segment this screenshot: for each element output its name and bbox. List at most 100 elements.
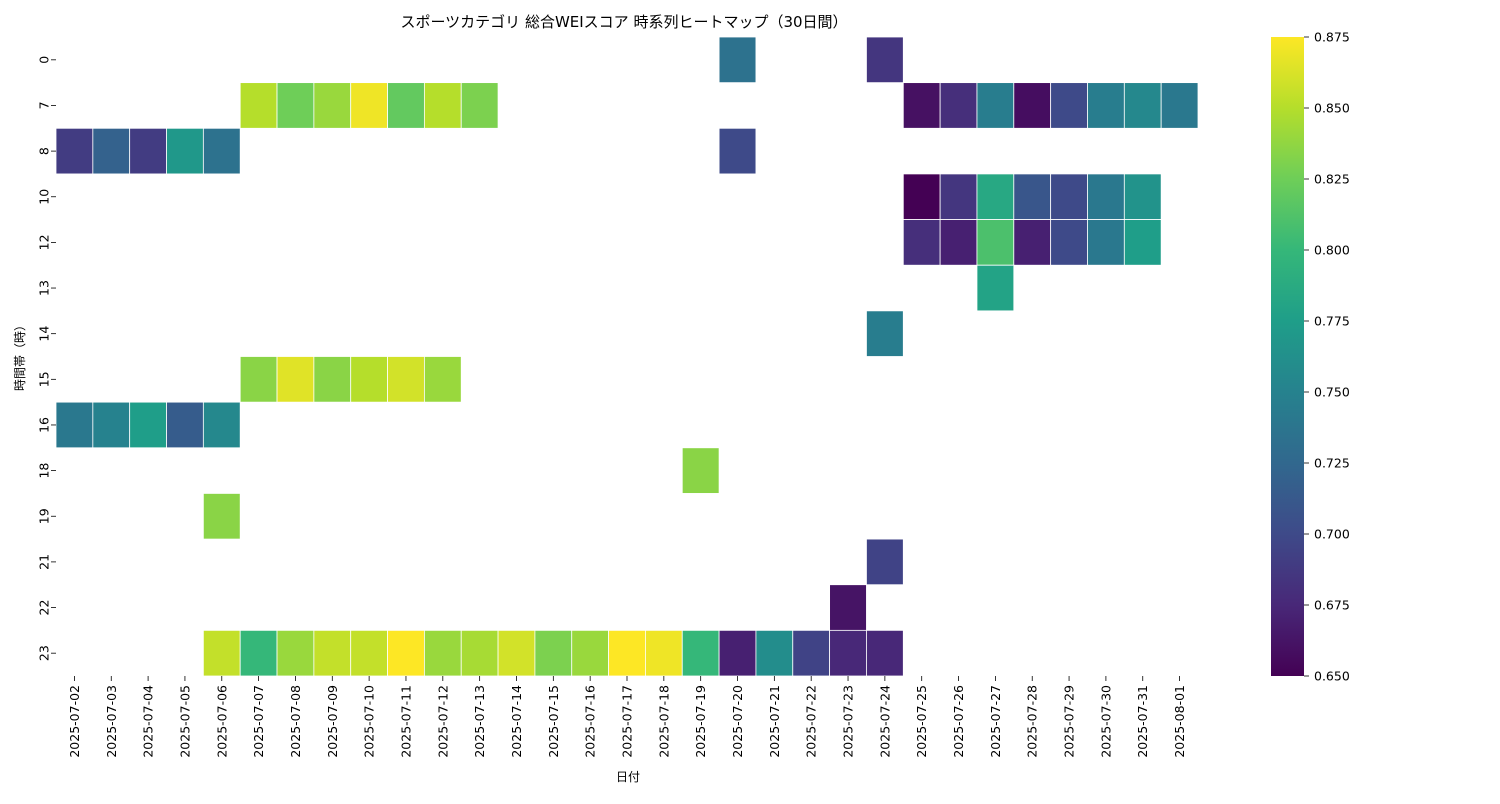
heatmap-cell xyxy=(866,310,904,357)
y-tick-label: 10 xyxy=(37,189,52,205)
x-tick-label: 2025-07-05 xyxy=(177,685,192,758)
x-tick-label: 2025-07-15 xyxy=(546,685,561,758)
heatmap-cell xyxy=(239,356,278,403)
heatmap-cell xyxy=(350,356,388,403)
colorbar: 0.650 0.675 0.700 0.725 0.750 0.775 0.800 0.825… xyxy=(1271,30,1350,684)
heatmap-cell xyxy=(829,629,867,677)
heatmap-cells xyxy=(55,36,1199,677)
y-tick-label: 22 xyxy=(37,600,52,616)
y-tick-label: 13 xyxy=(37,280,52,296)
heatmap-cell xyxy=(166,127,204,175)
heatmap-cell xyxy=(387,82,425,129)
heatmap-cell xyxy=(129,401,167,449)
colorbar-tick-label: 0.700 xyxy=(1314,527,1350,542)
colorbar-tick-label: 0.825 xyxy=(1314,172,1350,187)
heatmap-cell xyxy=(423,629,462,677)
y-tick-label: 19 xyxy=(37,508,52,524)
heatmap-cell xyxy=(1013,82,1052,129)
y-tick-label: 7 xyxy=(37,101,52,109)
heatmap-cell xyxy=(460,82,499,129)
heatmap-cell xyxy=(92,401,131,449)
heatmap-cell xyxy=(55,401,94,449)
x-tick-label: 2025-07-20 xyxy=(730,685,745,758)
heatmap-cell xyxy=(202,493,241,540)
x-tick-label: 2025-07-16 xyxy=(583,685,598,758)
colorbar-tick-label: 0.650 xyxy=(1314,669,1350,684)
colorbar-tick-label: 0.875 xyxy=(1314,30,1350,45)
colorbar-tick-label: 0.800 xyxy=(1314,243,1350,258)
x-tick-label: 2025-08-01 xyxy=(1172,685,1187,758)
x-tick-label: 2025-07-24 xyxy=(877,685,892,758)
heatmap-cell xyxy=(92,127,131,175)
heatmap-cell xyxy=(1087,82,1125,129)
x-tick-label: 2025-07-18 xyxy=(656,685,671,758)
heatmap-cell xyxy=(1013,219,1052,266)
y-tick-label: 12 xyxy=(37,234,52,250)
heatmap-cell xyxy=(276,629,315,677)
heatmap-cell xyxy=(902,173,941,220)
x-tick-label: 2025-07-06 xyxy=(214,685,229,758)
heatmap-cell xyxy=(1123,219,1162,266)
heatmap-cell xyxy=(976,82,1015,129)
x-tick-label: 2025-07-25 xyxy=(914,685,929,758)
x-tick-label: 2025-07-13 xyxy=(472,685,487,758)
y-tick-label: 16 xyxy=(37,417,52,433)
heatmap-cell xyxy=(939,219,978,266)
heatmap-cell xyxy=(313,82,352,129)
heatmap-cell xyxy=(1050,173,1088,220)
colorbar-tick-label: 0.850 xyxy=(1314,101,1350,116)
x-tick-label: 2025-07-10 xyxy=(362,685,377,758)
heatmap-cell xyxy=(276,82,315,129)
x-tick-label: 2025-07-03 xyxy=(104,685,119,758)
heatmap-cell xyxy=(939,173,978,220)
x-tick-label: 2025-07-30 xyxy=(1098,685,1113,758)
heatmap-cell xyxy=(1087,173,1125,220)
heatmap-cell xyxy=(1123,82,1162,129)
y-tick-label: 15 xyxy=(37,371,52,387)
heatmap-cell xyxy=(571,629,609,677)
heatmap-cell xyxy=(866,538,904,586)
heatmap-cell xyxy=(534,629,573,677)
x-tick-label: 2025-07-21 xyxy=(767,685,782,758)
y-tick-label: 23 xyxy=(37,645,52,661)
heatmap-cell xyxy=(313,356,352,403)
heatmap-cell xyxy=(976,264,1015,312)
colorbar-tick-label: 0.675 xyxy=(1314,598,1350,613)
x-tick-label: 2025-07-27 xyxy=(988,685,1003,758)
x-axis: 2025-07-02 2025-07-03 2025-07-04 2025-07-05… xyxy=(67,676,1187,758)
heatmap-cell xyxy=(239,82,278,129)
heatmap-cell xyxy=(608,629,646,677)
heatmap-cell xyxy=(718,629,757,677)
x-tick-label: 2025-07-14 xyxy=(509,685,524,758)
x-tick-label: 2025-07-26 xyxy=(951,685,966,758)
x-tick-label: 2025-07-31 xyxy=(1135,685,1150,758)
x-tick-label: 2025-07-19 xyxy=(693,685,708,758)
colorbar-tick-label: 0.750 xyxy=(1314,385,1350,400)
heatmap-cell xyxy=(460,629,499,677)
x-tick-label: 2025-07-22 xyxy=(804,685,819,758)
x-tick-label: 2025-07-02 xyxy=(67,685,82,758)
y-tick-label: 14 xyxy=(37,326,52,342)
colorbar-tick-label: 0.775 xyxy=(1314,314,1350,329)
heatmap-cell xyxy=(976,173,1015,220)
heatmap-cell xyxy=(202,401,241,449)
y-tick-label: 8 xyxy=(37,147,52,155)
heatmap-cell xyxy=(313,629,352,677)
heatmap-cell xyxy=(202,127,241,175)
heatmap-cell xyxy=(976,219,1015,266)
heatmap-cell xyxy=(129,127,167,175)
x-tick-label: 2025-07-23 xyxy=(841,685,856,758)
heatmap-cell xyxy=(1050,219,1088,266)
heatmap-cell xyxy=(387,356,425,403)
colorbar-gradient xyxy=(1271,37,1304,676)
x-tick-label: 2025-07-04 xyxy=(141,685,156,758)
y-tick-label: 18 xyxy=(37,463,52,479)
heatmap-cell xyxy=(350,82,388,129)
y-axis-label: 時間帯（時） xyxy=(13,319,27,391)
heatmap-cell xyxy=(166,401,204,449)
heatmap-cell xyxy=(1050,82,1088,129)
heatmap-cell xyxy=(829,584,867,631)
y-axis: 0 7 8 10 12 13 14 15 16 18 19 21 22 23 xyxy=(37,56,56,661)
heatmap-cell xyxy=(350,629,388,677)
